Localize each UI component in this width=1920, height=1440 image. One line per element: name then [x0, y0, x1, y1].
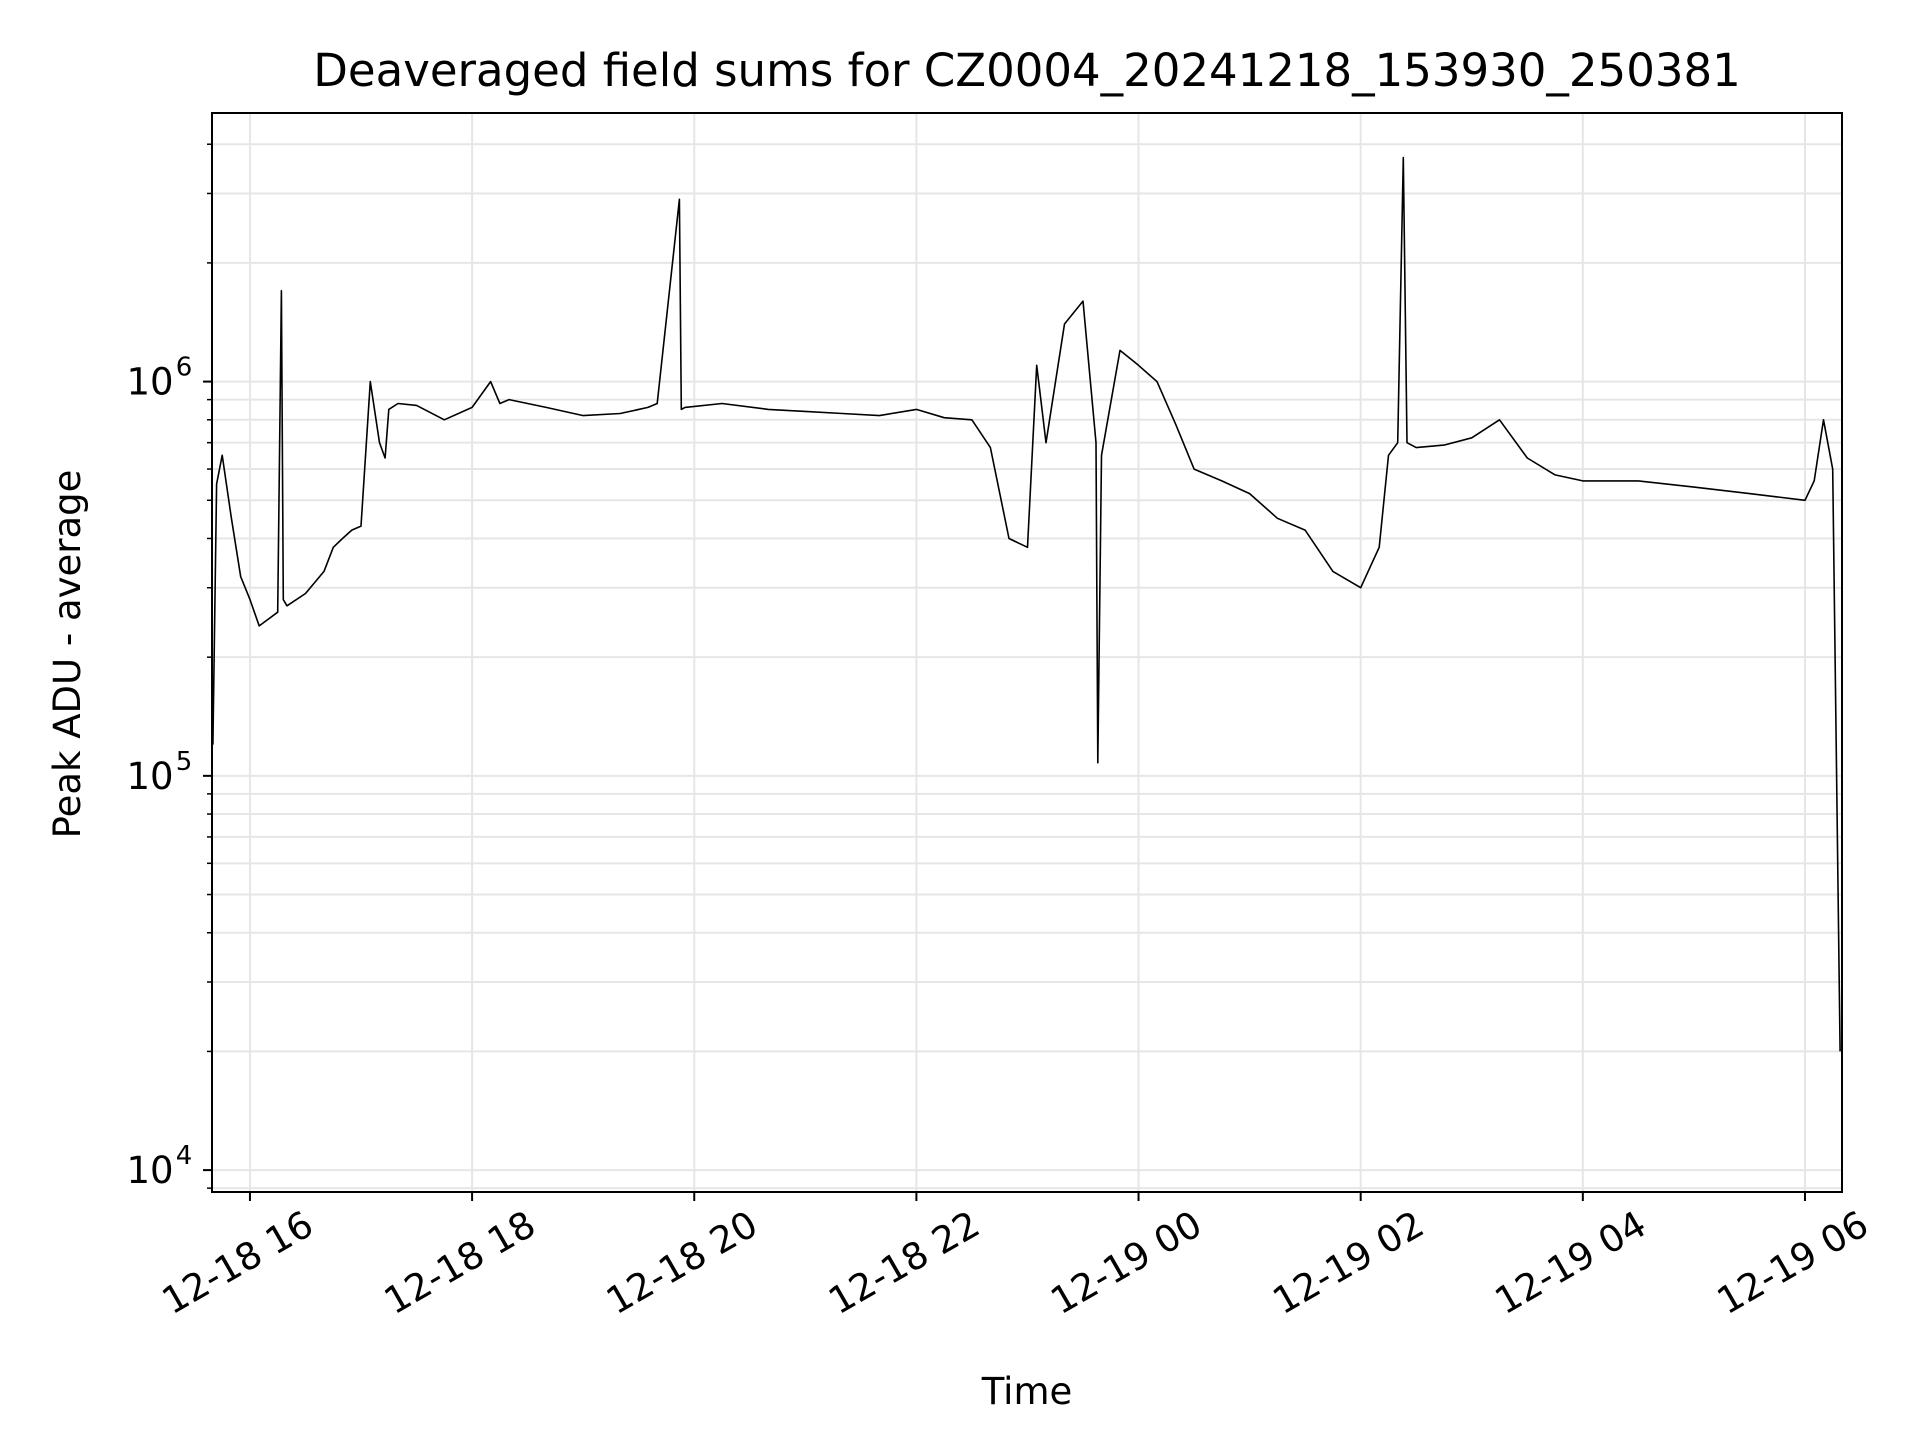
y-tick-label: 10: [126, 1149, 173, 1192]
plot-frame: [211, 112, 1843, 1193]
x-axis-label: Time: [981, 1370, 1073, 1413]
series-line: [212, 156, 1841, 1052]
y-tick-exponent: 6: [176, 353, 193, 383]
y-tick-label: 10: [126, 755, 173, 798]
y-tick-exponent: 5: [176, 747, 193, 777]
y-axis-label: Peak ADU - average: [46, 470, 89, 839]
y-tick-exponent: 4: [176, 1141, 193, 1171]
series-layer: [212, 156, 1841, 1052]
grid: [212, 113, 1842, 1192]
y-tick-label: 10: [126, 361, 173, 404]
chart-title: Deaveraged field sums for CZ0004_2024121…: [313, 44, 1740, 97]
